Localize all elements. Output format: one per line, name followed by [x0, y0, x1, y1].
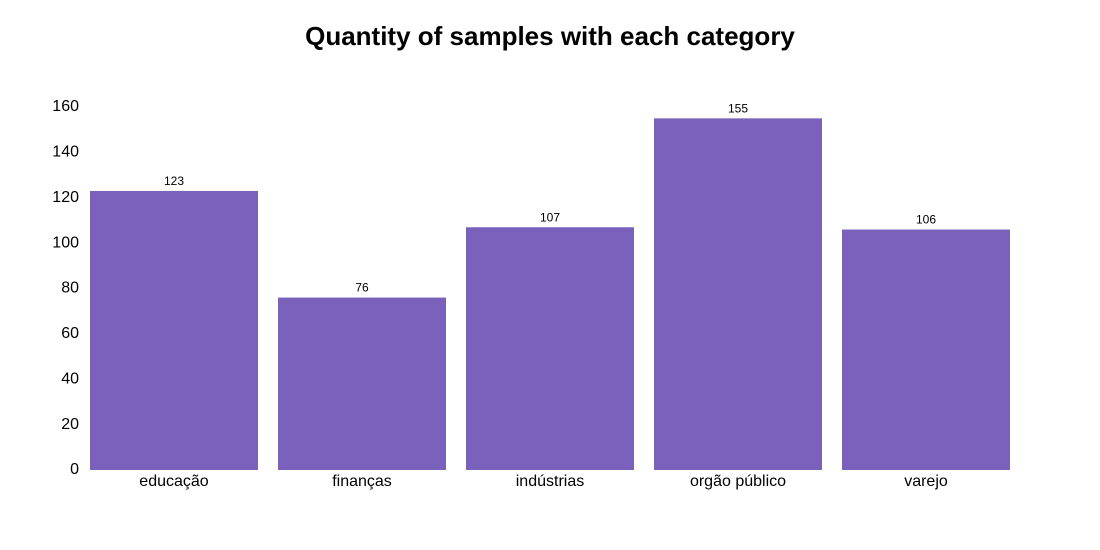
value-label: 76: [355, 281, 369, 295]
y-tick-label: 140: [52, 144, 79, 161]
y-tick-label: 60: [61, 325, 79, 342]
bar: [90, 190, 258, 470]
y-tick-label: 40: [61, 370, 79, 387]
bar: [466, 227, 634, 470]
x-tick-label: indústrias: [516, 473, 584, 490]
x-tick-label: educação: [139, 473, 208, 490]
value-label: 123: [164, 174, 184, 188]
chart-title: Quantity of samples with each category: [305, 21, 795, 51]
value-label: 155: [728, 102, 748, 116]
x-tick-label: varejo: [904, 473, 948, 490]
bar: [278, 297, 446, 470]
y-tick-label: 80: [61, 280, 79, 297]
y-tick-label: 100: [52, 234, 79, 251]
y-tick-label: 160: [52, 98, 79, 115]
value-label: 107: [540, 210, 560, 224]
x-tick-label: orgão público: [690, 473, 786, 490]
y-tick-label: 120: [52, 189, 79, 206]
y-tick-label: 20: [61, 416, 79, 433]
bar: [842, 229, 1010, 470]
value-label: 106: [916, 213, 936, 227]
y-tick-label: 0: [70, 461, 79, 478]
bar: [654, 118, 822, 470]
x-tick-label: finanças: [332, 473, 392, 490]
